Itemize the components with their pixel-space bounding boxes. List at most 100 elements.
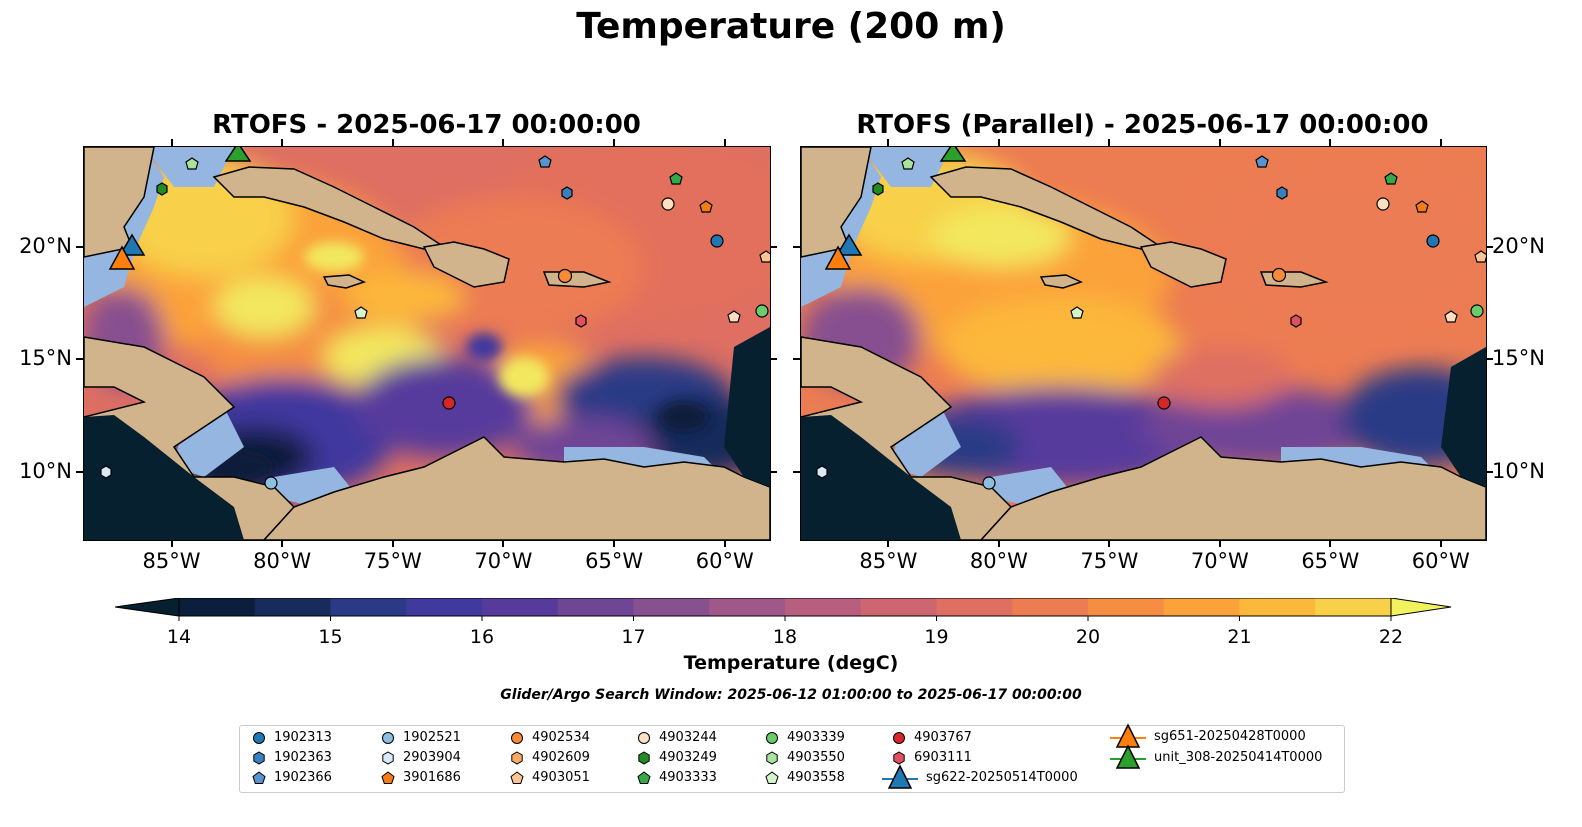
legend-label: sg622-20250514T0000: [926, 769, 1078, 785]
lon-tick-mark: [997, 139, 1000, 146]
colorbar-segment: [1163, 598, 1240, 616]
lat-tick-label: 20°N: [1492, 234, 1545, 259]
circle-marker-icon: [382, 731, 394, 744]
glider-markers: [108, 147, 252, 270]
panel-title-rtofs-parallel: RTOFS (Parallel) - 2025-06-17 00:00:00: [856, 110, 1429, 140]
hexagon-marker-icon: [766, 750, 778, 765]
legend-entry: 1902521: [381, 730, 461, 745]
pentagon-marker-icon: [510, 770, 524, 784]
legend-label: 4902534: [532, 730, 590, 745]
circle-marker-icon: [893, 731, 905, 744]
hexagon-marker-icon: [511, 750, 523, 765]
map-panel-rtofs-parallel: [800, 146, 1487, 541]
lon-tick-label: 80°W: [969, 549, 1028, 573]
lon-tick-mark: [613, 540, 616, 547]
lat-tick-mark: [793, 358, 800, 361]
pentagon-marker-icon: [765, 770, 779, 784]
triangle-marker-icon: [882, 764, 918, 789]
colorbar-tick-label: 21: [1227, 626, 1252, 648]
lat-tick-label: 15°N: [19, 346, 72, 371]
colorbar-segment: [406, 598, 483, 616]
colorbar-segment: [254, 598, 331, 616]
lat-tick-mark: [793, 470, 800, 473]
lon-tick-label: 80°W: [253, 549, 312, 573]
search-window-note: Glider/Argo Search Window: 2025-06-12 01…: [500, 687, 1082, 703]
colorbar: [115, 598, 1452, 621]
lon-tick-label: 65°W: [1301, 549, 1360, 573]
colorbar-segment: [1315, 598, 1392, 616]
lon-tick-mark: [887, 540, 890, 547]
colorbar-segment: [482, 598, 559, 616]
legend-entry: 4903767: [892, 730, 972, 745]
lon-tick-mark: [1329, 540, 1332, 547]
hexagon-marker-icon: [893, 750, 905, 765]
legend-label: sg651-20250428T0000: [1154, 728, 1306, 744]
legend-entry: 4903558: [765, 770, 845, 785]
legend-label: 1902366: [274, 770, 332, 785]
colorbar-segment: [633, 598, 710, 616]
colorbar-tick-label: 17: [621, 626, 646, 648]
argo-markers: [816, 155, 1486, 490]
lon-tick-label: 70°W: [1190, 549, 1249, 573]
circle-marker-icon: [766, 731, 778, 744]
legend: 1902313 1902363 1902366 1902521 2903904 39016…: [239, 723, 1345, 793]
legend-label: 4903558: [787, 770, 845, 785]
colorbar-tick-label: 15: [318, 626, 343, 648]
panel-title-rtofs: RTOFS - 2025-06-17 00:00:00: [212, 110, 641, 140]
lon-tick-label: 60°W: [1411, 549, 1470, 573]
legend-entry: 6903111: [892, 750, 972, 765]
lon-tick-label: 65°W: [585, 549, 644, 573]
legend-label: 4902609: [532, 750, 590, 765]
legend-label: 4903339: [787, 730, 845, 745]
lat-tick-mark: [1486, 470, 1493, 473]
circle-marker-icon: [511, 731, 523, 744]
legend-entry: unit_308-20250414T0000: [1110, 744, 1322, 770]
colorbar-segment: [860, 598, 937, 616]
legend-entry: 4903249: [637, 750, 717, 765]
legend-label: 6903111: [914, 750, 972, 765]
pentagon-marker-icon: [637, 770, 651, 784]
deep-pacific: [801, 347, 1486, 540]
hexagon-marker-icon: [253, 750, 265, 765]
legend-label: 3901686: [403, 770, 461, 785]
legend-label: 1902363: [274, 750, 332, 765]
colorbar-extend-high: [1390, 598, 1452, 617]
lat-tick-label: 10°N: [19, 458, 72, 483]
lon-tick-mark: [1439, 540, 1442, 547]
hexagon-marker-icon: [382, 750, 394, 765]
lon-tick-mark: [613, 139, 616, 146]
lon-tick-label: 85°W: [859, 549, 918, 573]
colorbar-segment: [1012, 598, 1089, 616]
legend-entry: 1902313: [252, 730, 332, 745]
lon-tick-mark: [1108, 139, 1111, 146]
colorbar-tick-label: 20: [1075, 626, 1101, 648]
colorbar-segment: [936, 598, 1013, 616]
lat-tick-mark: [76, 470, 83, 473]
lon-tick-mark: [281, 540, 284, 547]
lat-tick-label: 15°N: [1492, 346, 1545, 371]
lon-tick-mark: [170, 139, 173, 146]
colorbar-segment: [1239, 598, 1316, 616]
lon-tick-mark: [391, 540, 394, 547]
colorbar-segment: [785, 598, 862, 616]
figure-title: Temperature (200 m): [576, 6, 1006, 47]
lat-tick-mark: [793, 246, 800, 249]
lat-tick-label: 10°N: [1492, 458, 1545, 483]
lat-tick-label: 20°N: [19, 234, 72, 259]
pentagon-marker-icon: [381, 770, 395, 784]
legend-label: 4903333: [659, 770, 717, 785]
lon-tick-label: 60°W: [695, 549, 754, 573]
legend-label: 4903249: [659, 750, 717, 765]
lon-tick-mark: [1439, 139, 1442, 146]
argo-markers: [100, 155, 770, 490]
legend-entry: 2903904: [381, 750, 461, 765]
lon-tick-mark: [723, 139, 726, 146]
legend-label: 2903904: [403, 750, 461, 765]
legend-entry: 4903550: [765, 750, 845, 765]
colorbar-tick-label: 22: [1378, 626, 1404, 648]
lon-tick-mark: [1218, 139, 1221, 146]
legend-entry: 3901686: [381, 770, 461, 785]
colorbar-segment: [557, 598, 634, 616]
legend-label: 4903767: [914, 730, 972, 745]
hexagon-marker-icon: [638, 750, 650, 765]
